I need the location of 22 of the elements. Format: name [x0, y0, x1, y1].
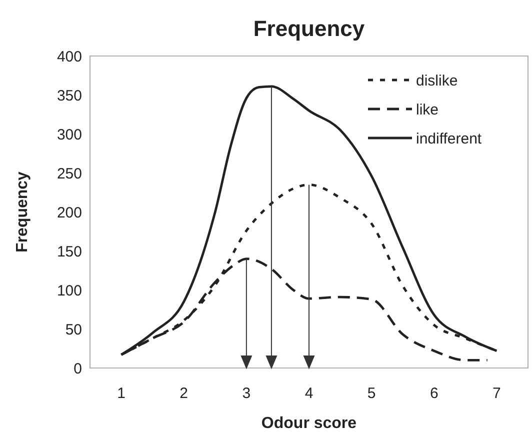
chart-title: Frequency — [253, 16, 366, 41]
y-tick-label: 0 — [74, 360, 82, 378]
x-tick-label: 1 — [117, 385, 126, 402]
x-tick-label: 3 — [242, 385, 251, 402]
legend-label: dislike — [416, 72, 458, 90]
y-tick-label: 100 — [56, 282, 82, 300]
y-tick-label: 400 — [56, 48, 82, 66]
x-tick-label: 6 — [430, 385, 438, 402]
x-tick-label: 4 — [304, 385, 314, 402]
x-tick-label: 5 — [367, 385, 376, 402]
legend-label: indifferent — [416, 130, 482, 148]
x-axis-title: Odour score — [261, 415, 357, 432]
y-tick-label: 50 — [65, 321, 82, 338]
legend-label: like — [416, 101, 439, 118]
y-tick-label: 150 — [56, 243, 82, 260]
x-tick-label: 7 — [492, 385, 501, 402]
y-tick-label: 200 — [56, 204, 82, 222]
y-tick-label: 300 — [56, 126, 82, 144]
y-axis-title: Frequency — [14, 171, 31, 252]
y-tick-label: 250 — [56, 165, 82, 182]
x-tick-label: 2 — [180, 385, 188, 402]
y-tick-label: 350 — [56, 87, 82, 104]
